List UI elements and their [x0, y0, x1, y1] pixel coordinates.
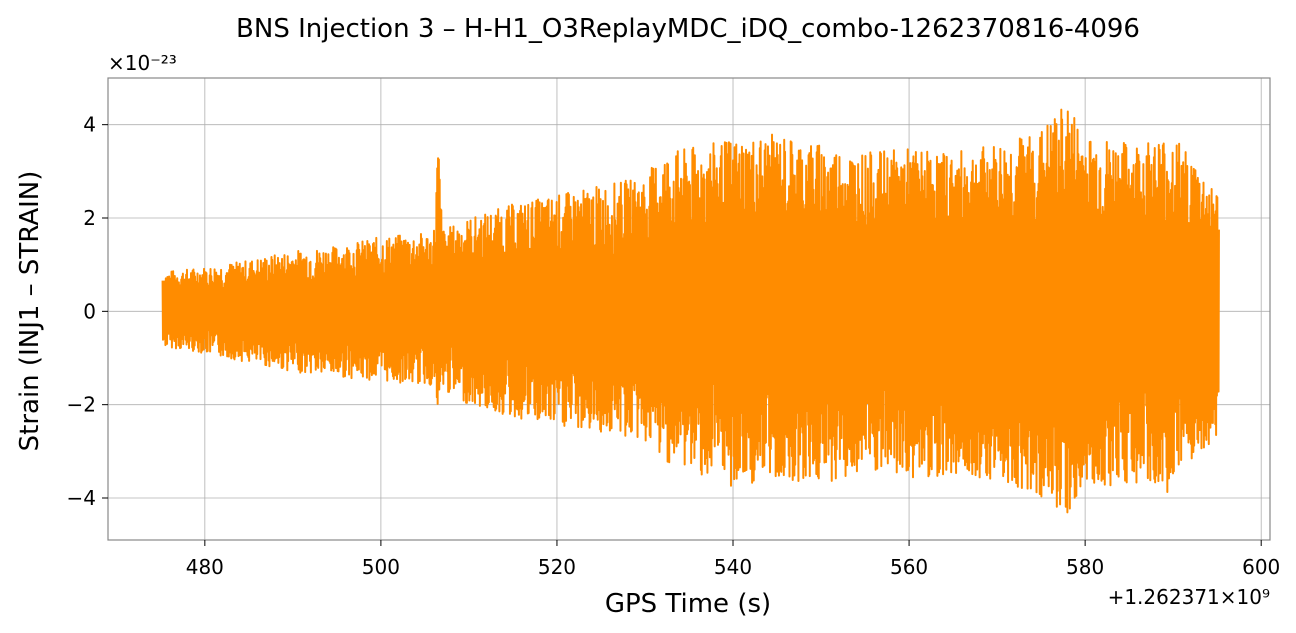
x-tick-label: 520: [538, 555, 576, 579]
y-tick-label: 4: [83, 113, 96, 137]
x-axis-label: GPS Time (s): [605, 589, 771, 619]
x-offset-label: +1.262371×10⁹: [1108, 585, 1270, 609]
plot-area: [161, 108, 1220, 514]
y-tick-label: 2: [83, 206, 96, 230]
y-tick-label: 0: [83, 299, 96, 323]
y-multiplier-label: ×10⁻²³: [108, 51, 177, 75]
x-tick-label: 540: [714, 555, 752, 579]
y-tick-label: −2: [67, 393, 96, 417]
x-tick-label: 600: [1242, 555, 1280, 579]
x-axis-ticks: 480 500 520 540 560 580 600: [186, 540, 1280, 579]
x-tick-label: 500: [362, 555, 400, 579]
y-axis-label: Strain (INJ1 – STRAIN): [15, 171, 45, 452]
strain-series-line: [161, 108, 1220, 514]
axes-frame: [107, 77, 1271, 541]
x-tick-label: 560: [890, 555, 928, 579]
chart-title: BNS Injection 3 – H-H1_O3ReplayMDC_iDQ_c…: [236, 14, 1140, 44]
x-tick-label: 480: [186, 555, 224, 579]
x-tick-label: 580: [1066, 555, 1104, 579]
y-tick-label: −4: [67, 486, 96, 510]
y-axis-ticks: −4 −2 0 2 4: [67, 113, 108, 510]
